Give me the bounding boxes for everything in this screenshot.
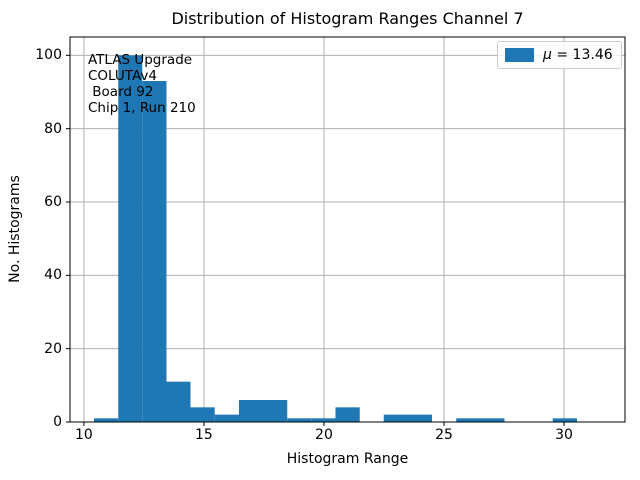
y-tick-label: 80 [44, 120, 62, 137]
y-tick-label: 20 [44, 340, 62, 357]
legend-label: μ = 13.46 [543, 47, 613, 63]
chart-title: Distribution of Histogram Ranges Channel… [171, 9, 524, 28]
x-tick-label: 10 [75, 427, 93, 443]
x-tick-label: 20 [315, 427, 333, 443]
annotation-line-2: COLUTAv4 [88, 68, 158, 84]
y-tick-label: 100 [35, 47, 62, 64]
legend-mu-symbol: μ [543, 47, 552, 63]
histogram-bar [311, 418, 336, 422]
annotation-line-4: Chip 1, Run 210 [88, 100, 196, 116]
histogram-bar [552, 418, 577, 422]
histogram-bar [190, 407, 215, 422]
histogram-bar [456, 418, 481, 422]
histogram-bar [94, 418, 119, 422]
annotation-line-1: ATLAS Upgrade [88, 52, 193, 68]
legend-swatch [505, 48, 534, 62]
legend-box: μ = 13.46 [497, 41, 622, 69]
annotation-block: ATLAS Upgrade COLUTAv4 Board 92 Chip 1, … [88, 52, 196, 116]
histogram-bar [335, 407, 360, 422]
y-tick-label: 60 [44, 194, 62, 210]
histogram-bar [214, 414, 239, 422]
y-tick-label: 40 [44, 267, 62, 284]
histogram-bar [383, 414, 408, 422]
x-tick-label: 15 [195, 427, 213, 443]
histogram-bar [142, 81, 167, 422]
y-tick-label: 0 [53, 414, 62, 430]
x-tick-label: 25 [435, 427, 453, 443]
x-tick-label: 30 [555, 427, 573, 443]
annotation-line-3: Board 92 [88, 84, 154, 100]
histogram-bar [166, 381, 191, 422]
legend-value: = 13.46 [556, 47, 613, 63]
histogram-bar [480, 418, 505, 422]
histogram-bar [407, 414, 432, 422]
histogram-bar [287, 418, 312, 422]
histogram-bar [263, 400, 288, 422]
histogram-bar [118, 55, 143, 422]
plot-border [69, 36, 626, 423]
x-axis-label: Histogram Range [286, 451, 409, 467]
histogram-bar [238, 400, 264, 422]
